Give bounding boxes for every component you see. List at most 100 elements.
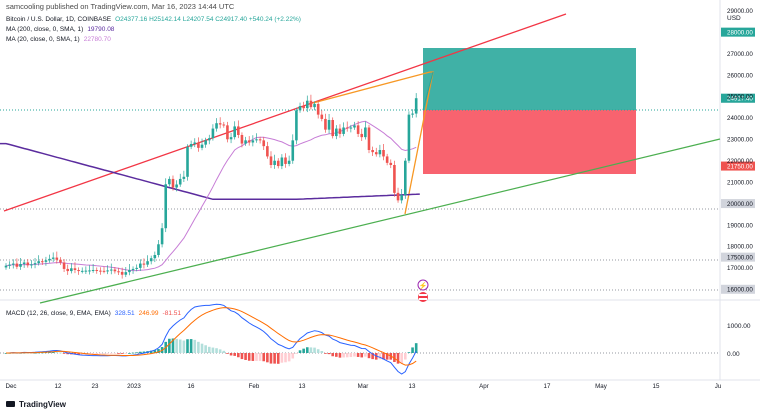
candle-body[interactable]	[276, 160, 280, 167]
candle-body[interactable]	[407, 114, 411, 161]
candle-body[interactable]	[273, 160, 276, 165]
ma200-line[interactable]	[0, 142, 420, 201]
candle-body[interactable]	[30, 264, 33, 266]
candle-body[interactable]	[80, 270, 84, 272]
candle-body[interactable]	[15, 263, 19, 267]
candle-body[interactable]	[160, 228, 164, 245]
candle-body[interactable]	[218, 123, 222, 125]
tradingview-logo[interactable]: TradingView	[6, 400, 67, 409]
candle-body[interactable]	[59, 259, 62, 263]
candle-body[interactable]	[393, 165, 396, 193]
candle-body[interactable]	[266, 146, 269, 157]
channel-top-line[interactable]	[3, 13, 567, 212]
candle-body[interactable]	[109, 269, 113, 271]
candle-body[interactable]	[175, 184, 178, 188]
candle-body[interactable]	[139, 263, 142, 268]
candle-body[interactable]	[244, 140, 247, 144]
candle-body[interactable]	[77, 270, 80, 272]
candle-body[interactable]	[367, 127, 371, 151]
candle-body[interactable]	[385, 156, 389, 163]
candle-body[interactable]	[113, 269, 117, 272]
candle-body[interactable]	[364, 127, 367, 138]
candle-body[interactable]	[124, 272, 128, 275]
loss-zone[interactable]	[423, 110, 636, 174]
candle-body[interactable]	[11, 263, 15, 265]
candle-body[interactable]	[233, 126, 236, 138]
candle-body[interactable]	[280, 157, 284, 167]
candle-body[interactable]	[349, 127, 353, 129]
ma20-legend[interactable]: MA (20, close, 0, SMA, 1) 22780.70	[6, 36, 111, 43]
candle-body[interactable]	[55, 257, 59, 260]
candle-body[interactable]	[171, 178, 175, 188]
candle-body[interactable]	[414, 98, 418, 114]
candle-body[interactable]	[88, 270, 91, 272]
candle-body[interactable]	[356, 125, 360, 134]
candle-body[interactable]	[305, 100, 309, 109]
candle-body[interactable]	[211, 128, 215, 139]
candle-body[interactable]	[197, 142, 200, 148]
candle-body[interactable]	[153, 255, 157, 259]
flash-marker-icon[interactable]: ⚡	[417, 279, 429, 291]
candle-body[interactable]	[338, 128, 342, 134]
candle-body[interactable]	[389, 162, 393, 165]
candle-body[interactable]	[353, 125, 356, 128]
candle-body[interactable]	[284, 157, 287, 164]
candle-body[interactable]	[128, 270, 131, 273]
candle-body[interactable]	[411, 113, 414, 115]
candle-body[interactable]	[66, 268, 70, 272]
candle-body[interactable]	[131, 268, 135, 270]
support-trend-line[interactable]	[39, 138, 721, 304]
candle-body[interactable]	[251, 140, 255, 143]
symbol-legend[interactable]: Bitcoin / U.S. Dollar, 1D, COINBASE O2437…	[6, 16, 301, 23]
candle-body[interactable]	[193, 142, 197, 145]
candle-body[interactable]	[70, 268, 73, 272]
candle-body[interactable]	[287, 160, 291, 164]
candle-body[interactable]	[135, 267, 138, 269]
candle-body[interactable]	[22, 262, 26, 265]
candle-body[interactable]	[146, 261, 149, 265]
candle-body[interactable]	[342, 127, 345, 134]
candle-body[interactable]	[320, 114, 324, 119]
macd-line[interactable]	[5, 303, 417, 375]
candle-body[interactable]	[41, 261, 44, 263]
candle-body[interactable]	[189, 144, 193, 147]
candle-body[interactable]	[215, 123, 218, 129]
candle-body[interactable]	[222, 124, 226, 126]
candle-body[interactable]	[229, 137, 233, 140]
candle-body[interactable]	[91, 270, 95, 271]
candle-body[interactable]	[4, 265, 8, 268]
candle-body[interactable]	[269, 156, 273, 165]
candle-body[interactable]	[204, 140, 207, 145]
ma20-line[interactable]	[5, 120, 417, 272]
candle-body[interactable]	[120, 271, 124, 275]
candle-body[interactable]	[400, 195, 403, 201]
candle-body[interactable]	[8, 264, 11, 266]
us-flag-event-icon[interactable]	[418, 292, 428, 302]
candle-body[interactable]	[178, 178, 182, 185]
candle-body[interactable]	[73, 268, 77, 270]
candle-body[interactable]	[262, 140, 266, 147]
signal-line[interactable]	[6, 307, 417, 366]
candle-body[interactable]	[164, 184, 168, 229]
candle-body[interactable]	[226, 125, 229, 140]
candle-body[interactable]	[33, 263, 37, 265]
candle-body[interactable]	[313, 103, 316, 108]
candle-body[interactable]	[37, 261, 40, 264]
candle-body[interactable]	[19, 264, 22, 267]
candle-body[interactable]	[302, 106, 305, 109]
candle-body[interactable]	[207, 138, 211, 141]
candle-body[interactable]	[396, 192, 400, 201]
candle-body[interactable]	[291, 140, 295, 161]
candle-body[interactable]	[331, 120, 334, 137]
candle-body[interactable]	[51, 257, 55, 259]
candle-body[interactable]	[142, 263, 146, 265]
candle-body[interactable]	[106, 270, 109, 272]
candle-body[interactable]	[360, 133, 364, 138]
candle-body[interactable]	[182, 176, 186, 179]
candle-body[interactable]	[247, 140, 251, 143]
candle-body[interactable]	[84, 270, 88, 272]
candle-body[interactable]	[157, 244, 160, 255]
candle-body[interactable]	[168, 178, 171, 185]
candle-body[interactable]	[298, 106, 302, 111]
